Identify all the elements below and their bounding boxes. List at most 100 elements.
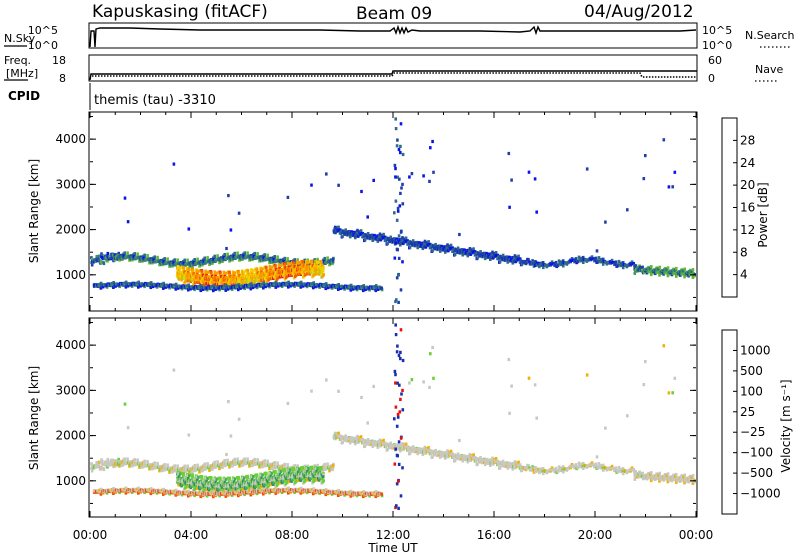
power-cell — [438, 249, 442, 253]
power-cell — [181, 276, 184, 281]
power-cell — [400, 238, 404, 242]
power-cell — [188, 268, 191, 272]
velocity-cell — [203, 488, 206, 492]
power-cell — [273, 257, 276, 261]
power-cell — [101, 253, 104, 257]
velocity-cell — [177, 472, 180, 476]
power-cell — [224, 279, 228, 283]
power-cell — [328, 263, 331, 267]
velocity-cell — [196, 478, 199, 482]
power-cell — [133, 252, 136, 256]
power-cell — [243, 251, 246, 255]
velocity-cell — [123, 487, 127, 491]
power-cell — [314, 260, 318, 265]
power-cell — [366, 234, 369, 238]
velocity-cell — [242, 479, 245, 483]
power-cell — [232, 282, 236, 286]
power-cell — [560, 260, 563, 264]
power-cell — [570, 257, 574, 261]
power-cell — [533, 177, 537, 181]
power-cell — [173, 258, 176, 262]
power-cell — [396, 209, 400, 213]
station-title: Kapuskasing (fitACF) — [92, 2, 268, 22]
power-cell — [210, 270, 213, 274]
velocity-cell — [326, 462, 329, 466]
power-cell — [296, 258, 299, 262]
power-cell — [383, 235, 387, 239]
ytick-label: 4000 — [55, 132, 86, 146]
power-cell — [363, 238, 367, 242]
power-cell — [432, 170, 435, 174]
power-cell — [404, 236, 408, 240]
power-cell — [511, 261, 515, 265]
power-cell — [188, 278, 192, 282]
power-cell — [198, 279, 201, 283]
power-cell — [673, 271, 676, 275]
power-cell — [621, 261, 625, 265]
velocity-cell — [181, 482, 184, 487]
power-cell — [211, 259, 215, 264]
power-cell — [149, 281, 153, 285]
power-cell — [101, 256, 105, 260]
power-cell — [196, 257, 199, 261]
power-cell — [418, 241, 421, 245]
power-cell — [247, 279, 251, 283]
power-cell — [98, 282, 102, 286]
power-cell — [263, 277, 267, 281]
velocity-cell — [256, 483, 260, 487]
power-cell — [298, 271, 302, 275]
power-cell — [128, 258, 131, 262]
power-cell — [215, 271, 219, 275]
power-cell — [527, 258, 530, 262]
power-cell — [395, 144, 399, 148]
power-cell — [550, 260, 554, 264]
power-cell — [682, 269, 685, 273]
power-cell — [658, 273, 661, 277]
power-cell — [599, 260, 603, 264]
power-cell — [313, 272, 316, 276]
power-cell — [137, 280, 140, 284]
velocity-cell — [284, 478, 287, 482]
velocity-cell — [232, 477, 235, 481]
power-cell — [181, 263, 185, 267]
velocity-cell — [252, 475, 255, 479]
power-cell — [231, 256, 235, 260]
velocity-cell — [296, 467, 300, 471]
velocity-cell — [183, 476, 187, 480]
power-cell — [293, 271, 296, 275]
power-cell — [633, 263, 636, 267]
velocity-cell — [137, 486, 140, 490]
velocity-cell — [153, 461, 156, 465]
power-cell — [321, 262, 325, 266]
velocity-cell — [208, 468, 211, 472]
power-cell — [223, 271, 226, 275]
power-cell — [634, 264, 638, 268]
velocity-cell — [193, 464, 196, 468]
power-cell — [536, 263, 539, 267]
velocity-cell — [98, 460, 101, 464]
power-cell — [601, 257, 605, 261]
power-cell — [117, 251, 120, 255]
velocity-cell — [114, 459, 118, 463]
power-cell — [657, 267, 660, 271]
velocity-cell — [186, 485, 190, 489]
power-cell — [102, 261, 106, 266]
velocity-cell — [187, 482, 191, 486]
noise-left-tick-top: 10^5 — [28, 24, 58, 37]
power-cell — [95, 254, 99, 259]
power-cell — [472, 247, 475, 251]
velocity-cell — [219, 477, 222, 481]
power-cell — [674, 268, 677, 272]
power-cell — [345, 230, 349, 235]
power-cell — [337, 225, 340, 229]
velocity-cell — [187, 477, 190, 481]
power-cell — [362, 284, 365, 288]
power-cell — [437, 247, 441, 251]
noise-sky-line — [89, 24, 697, 48]
velocity-cell — [176, 464, 179, 468]
power-cell — [136, 252, 139, 256]
power-cell — [416, 246, 419, 250]
power-cell — [276, 255, 279, 259]
power-cell — [626, 208, 629, 212]
power-cell — [286, 257, 289, 261]
